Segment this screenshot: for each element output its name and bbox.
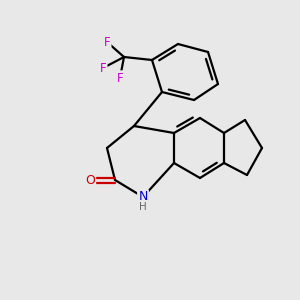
Text: F: F <box>117 71 123 85</box>
Text: N: N <box>138 190 148 203</box>
Text: O: O <box>85 173 95 187</box>
Text: F: F <box>100 61 106 74</box>
Text: H: H <box>139 202 147 212</box>
Text: F: F <box>104 35 110 49</box>
